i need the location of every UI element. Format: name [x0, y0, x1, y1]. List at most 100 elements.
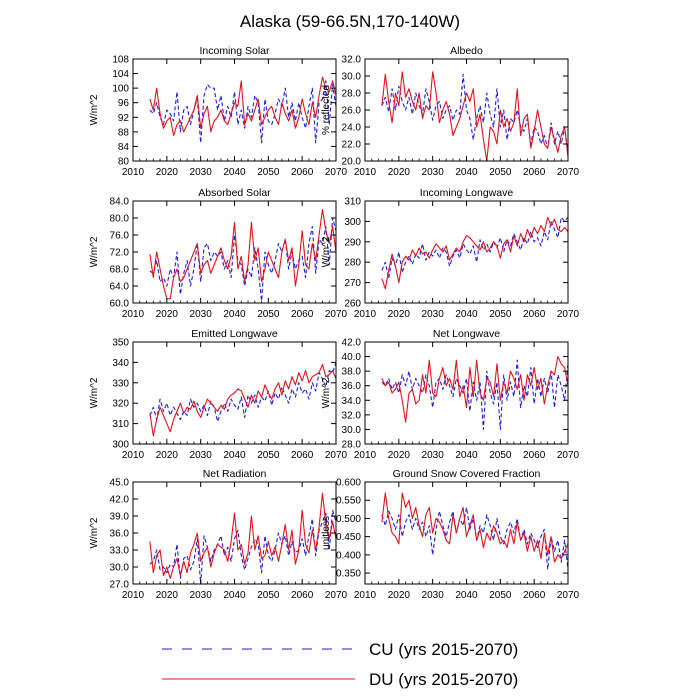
- x-tick-label: 2060: [291, 309, 314, 320]
- y-tick-label: 108: [112, 55, 129, 66]
- x-tick-label: 2030: [190, 167, 213, 178]
- y-axis-label: unitless: [321, 516, 332, 550]
- y-tick-label: 0.400: [336, 550, 361, 561]
- y-tick-label: 280: [344, 258, 361, 269]
- x-tick-label: 2020: [388, 590, 411, 601]
- x-tick-label: 2060: [291, 450, 314, 461]
- series-line-cu: [149, 362, 336, 423]
- panel-2: Albedo % reflected 2010 2020 2030 2040 2050 206…: [321, 45, 580, 178]
- series-group: [381, 356, 568, 430]
- x-tick-label: 2050: [489, 450, 512, 461]
- y-tick-label: 0.500: [336, 514, 361, 525]
- x-tick-label: 2060: [291, 167, 314, 178]
- y-tick-label: 88: [118, 127, 130, 138]
- series-line-cu: [149, 217, 336, 302]
- x-tick-label: 2040: [223, 167, 246, 178]
- y-tick-label: 32.0: [342, 410, 362, 421]
- y-tick-label: 64.0: [110, 282, 130, 293]
- series-line-du: [149, 76, 336, 137]
- y-tick-label: 42.0: [342, 338, 362, 349]
- y-tick-label: 260: [344, 299, 361, 310]
- x-tick-label: 2010: [354, 167, 377, 178]
- series-group: [149, 76, 336, 144]
- x-tick-label: 2050: [489, 309, 512, 320]
- x-tick-label: 2040: [455, 167, 478, 178]
- x-tick-label: 2040: [455, 309, 478, 320]
- y-axis-label: W/m^2: [321, 236, 332, 267]
- y-tick-label: 30.0: [110, 563, 130, 574]
- y-tick-label: 92: [118, 113, 130, 124]
- x-tick-label: 2010: [354, 450, 377, 461]
- x-tick-label: 2030: [190, 309, 213, 320]
- y-tick-label: 310: [112, 419, 129, 430]
- series-line-cu: [149, 509, 336, 584]
- plot-frame: [132, 58, 337, 162]
- x-tick-label: 2020: [388, 167, 411, 178]
- y-tick-label: 340: [112, 358, 129, 369]
- y-tick-label: 320: [112, 399, 129, 410]
- x-tick-label: 2010: [122, 309, 145, 320]
- x-tick-label: 2040: [223, 450, 246, 461]
- series-line-cu: [149, 80, 336, 144]
- panel-title: Net Radiation: [203, 468, 267, 480]
- y-tick-label: 84: [118, 142, 130, 153]
- plot-frame: [364, 200, 569, 304]
- series-line-cu: [381, 216, 568, 280]
- x-tick-label: 2010: [122, 167, 145, 178]
- y-tick-label: 0.350: [336, 569, 361, 580]
- y-tick-label: 0.550: [336, 496, 361, 507]
- panel-title: Net Longwave: [433, 328, 500, 340]
- x-tick-label: 2050: [489, 590, 512, 601]
- y-tick-label: 80: [118, 157, 130, 168]
- panel-title: Incoming Solar: [199, 45, 270, 57]
- y-tick-label: 84.0: [110, 197, 130, 208]
- series-line-du: [381, 71, 568, 161]
- x-tick-label: 2070: [557, 590, 580, 601]
- x-tick-label: 2010: [122, 450, 145, 461]
- x-tick-label: 2040: [455, 590, 478, 601]
- y-tick-label: 270: [344, 278, 361, 289]
- y-tick-label: 33.0: [110, 546, 130, 557]
- panel-8: Ground Snow Covered Fraction unitless 2010…: [321, 468, 580, 601]
- y-tick-label: 22.0: [342, 140, 362, 151]
- panel-7: Net Radiation W/m^2 2010 2020 2030 2040 2050 20…: [89, 468, 348, 601]
- series-group: [381, 216, 568, 290]
- series-group: [149, 492, 336, 584]
- y-tick-label: 38.0: [342, 367, 362, 378]
- y-tick-label: 27.0: [110, 580, 130, 591]
- x-tick-label: 2050: [489, 167, 512, 178]
- y-tick-label: 0.600: [336, 478, 361, 489]
- y-tick-label: 30.0: [342, 72, 362, 83]
- y-axis-label: W/m^2: [89, 517, 100, 548]
- x-tick-label: 2010: [354, 590, 377, 601]
- y-tick-label: 45.0: [110, 478, 130, 489]
- x-tick-label: 2020: [156, 590, 179, 601]
- y-tick-label: 76.0: [110, 231, 130, 242]
- y-axis-label: % reflected: [321, 85, 332, 135]
- x-tick-label: 2020: [156, 450, 179, 461]
- y-tick-label: 60.0: [110, 299, 130, 310]
- x-tick-label: 2030: [422, 309, 445, 320]
- x-tick-label: 2040: [223, 590, 246, 601]
- x-tick-label: 2060: [523, 590, 546, 601]
- x-tick-label: 2070: [325, 450, 348, 461]
- y-tick-label: 36.0: [110, 529, 130, 540]
- x-tick-label: 2060: [291, 590, 314, 601]
- legend-label-cu: CU (yrs 2015-2070): [369, 640, 518, 659]
- panel-title: Emitted Longwave: [191, 328, 278, 340]
- y-axis-label: W/m^2: [89, 94, 100, 125]
- x-tick-label: 2040: [223, 309, 246, 320]
- y-tick-label: 104: [112, 69, 129, 80]
- panel-4: Incoming Longwave W/m^2 2010 2020 2030 2040 20…: [321, 187, 580, 320]
- y-axis-label: W/m^2: [321, 377, 332, 408]
- panel-title: Ground Snow Covered Fraction: [393, 468, 541, 480]
- y-tick-label: 68.0: [110, 265, 130, 276]
- x-tick-label: 2030: [422, 167, 445, 178]
- series-line-du: [381, 492, 568, 563]
- y-tick-label: 30.0: [342, 425, 362, 436]
- legend-label-du: DU (yrs 2015-2070): [369, 670, 518, 689]
- series-line-du: [381, 216, 568, 290]
- x-tick-label: 2030: [190, 450, 213, 461]
- x-tick-label: 2070: [557, 309, 580, 320]
